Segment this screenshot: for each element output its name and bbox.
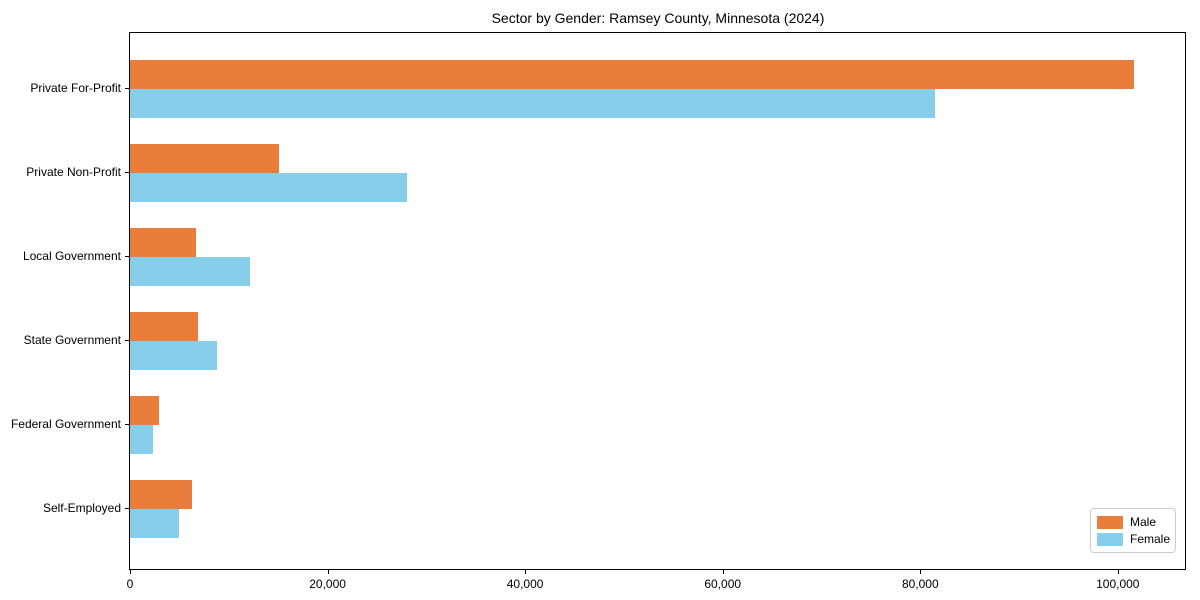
y-tick-label-local-government: Local Government (22, 249, 121, 263)
legend: Male Female (1090, 508, 1176, 553)
y-tick-label-private-non-profit: Private Non-Profit (26, 165, 121, 179)
y-tick-mark-private-non-profit (125, 172, 129, 173)
x-tick-label-80-000: 80,000 (901, 577, 939, 591)
x-tick-mark-20-000 (327, 570, 329, 574)
chart-title: Sector by Gender: Ramsey County, Minneso… (491, 10, 825, 26)
y-tick-mark-private-for-profit (125, 88, 129, 89)
bar-male-state-government (130, 312, 199, 341)
bar-female-federal-government (130, 425, 153, 454)
x-tick-mark-100-000 (1117, 570, 1119, 574)
y-tick-mark-local-government (125, 256, 129, 257)
legend-label-male: Male (1130, 515, 1157, 529)
x-tick-label-60-000: 60,000 (704, 577, 742, 591)
y-tick-mark-self-employed (125, 508, 129, 509)
legend-swatch-male-icon (1097, 515, 1123, 529)
x-tick-mark-80-000 (920, 570, 922, 574)
legend-swatch-female-icon (1097, 532, 1123, 546)
y-tick-label-self-employed: Self-Employed (42, 501, 121, 515)
bar-female-state-government (130, 341, 217, 370)
bar-female-local-government (130, 257, 250, 286)
bar-male-private-non-profit (130, 144, 280, 173)
x-tick-label-100-000: 100,000 (1096, 577, 1140, 591)
bar-female-private-for-profit (130, 89, 936, 118)
bar-male-private-for-profit (130, 60, 1134, 89)
y-tick-mark-state-government (125, 340, 129, 341)
bar-male-self-employed (130, 480, 193, 509)
bar-male-local-government (130, 228, 197, 257)
y-tick-label-federal-government: Federal Government (10, 417, 121, 431)
x-tick-mark-0 (130, 570, 131, 574)
x-tick-label-0: 0 (126, 577, 134, 591)
bar-female-self-employed (130, 509, 180, 538)
legend-entry-female: Female (1097, 532, 1171, 546)
y-tick-mark-federal-government (125, 424, 129, 425)
x-tick-mark-60-000 (722, 570, 724, 574)
legend-label-female: Female (1130, 532, 1171, 546)
legend-entry-male: Male (1097, 515, 1169, 529)
x-tick-label-20-000: 20,000 (309, 577, 346, 591)
y-tick-label-state-government: State Government (23, 333, 121, 347)
x-tick-mark-40-000 (525, 570, 527, 574)
x-tick-label-40-000: 40,000 (506, 577, 544, 591)
bar-female-private-non-profit (130, 173, 407, 202)
plot-area (129, 32, 1186, 570)
y-tick-label-private-for-profit: Private For-Profit (30, 81, 121, 95)
bar-male-federal-government (130, 396, 159, 425)
